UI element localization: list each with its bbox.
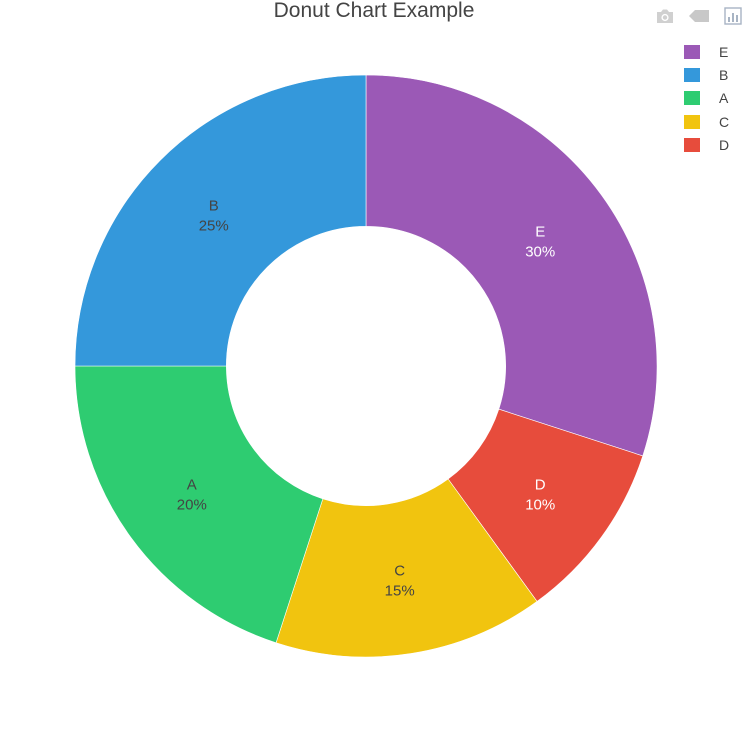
legend-label: B bbox=[719, 66, 729, 83]
slice-label-a: A bbox=[187, 477, 197, 494]
camera-icon[interactable] bbox=[654, 6, 676, 26]
bar-chart-icon[interactable] bbox=[722, 6, 744, 26]
legend-swatch bbox=[684, 137, 700, 152]
legend-item-e[interactable]: E bbox=[684, 40, 729, 63]
slice-e[interactable] bbox=[365, 74, 658, 457]
legend-swatch bbox=[684, 114, 700, 129]
slice-percent-d: 10% bbox=[525, 497, 555, 514]
slice-c[interactable] bbox=[275, 478, 538, 658]
legend-swatch bbox=[684, 44, 700, 59]
chart-title: Donut Chart Example bbox=[273, 0, 475, 22]
legend-item-c[interactable]: C bbox=[684, 110, 729, 133]
legend-swatch bbox=[684, 67, 700, 82]
slice-a[interactable] bbox=[74, 365, 324, 644]
legend-item-d[interactable]: D bbox=[684, 133, 729, 156]
slice-percent-e: 30% bbox=[525, 243, 555, 260]
slice-b[interactable] bbox=[74, 74, 367, 367]
legend-item-a[interactable]: A bbox=[684, 87, 729, 110]
slice-percent-b: 25% bbox=[199, 218, 229, 235]
legend-swatch bbox=[684, 91, 700, 106]
slice-label-b: B bbox=[209, 198, 219, 215]
legend-label: D bbox=[719, 136, 730, 153]
tag-icon[interactable] bbox=[688, 6, 710, 26]
legend-label: C bbox=[719, 113, 730, 130]
legend-label: A bbox=[719, 90, 729, 107]
slice-label-e: E bbox=[535, 223, 545, 240]
slice-percent-a: 20% bbox=[177, 497, 207, 514]
modebar bbox=[654, 6, 744, 26]
slice-label-c: C bbox=[394, 563, 405, 580]
legend-label: E bbox=[719, 43, 729, 60]
legend-item-b[interactable]: B bbox=[684, 63, 729, 86]
slice-label-d: D bbox=[535, 477, 546, 494]
slice-percent-c: 15% bbox=[385, 583, 415, 600]
